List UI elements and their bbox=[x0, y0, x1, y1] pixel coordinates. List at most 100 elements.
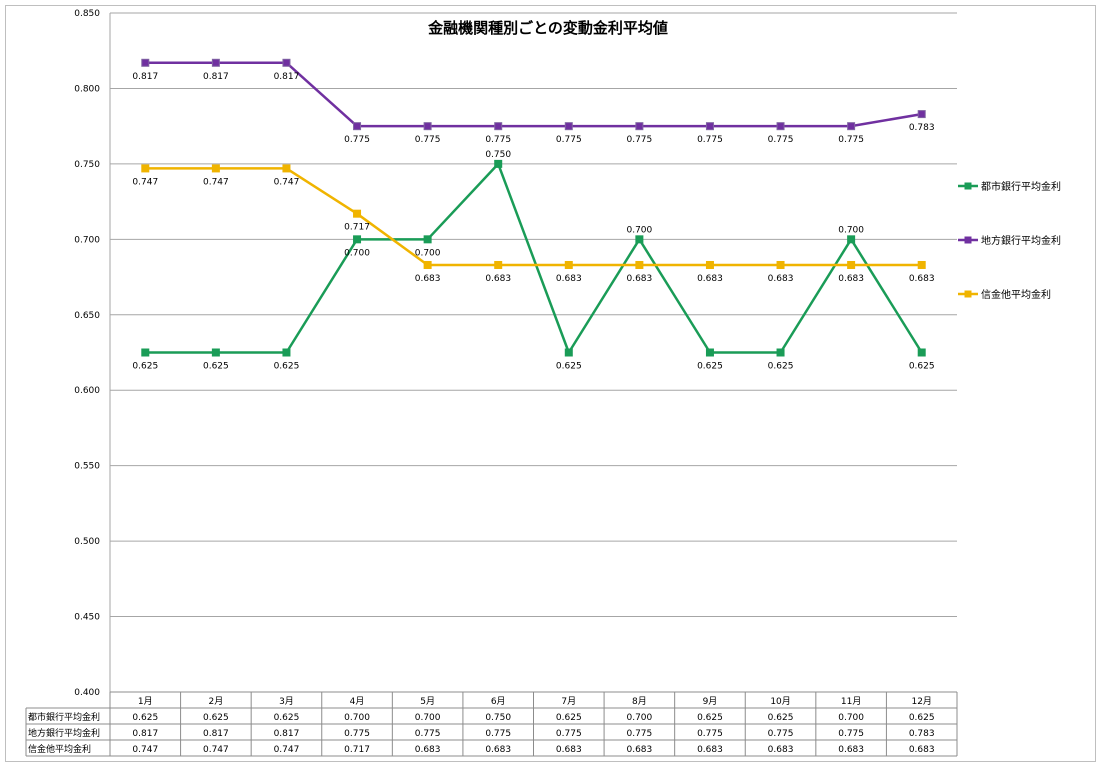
legend-swatch-marker bbox=[964, 290, 972, 298]
data-label: 0.717 bbox=[344, 223, 370, 233]
data-point bbox=[847, 260, 856, 269]
data-label: 0.683 bbox=[909, 274, 935, 284]
data-point bbox=[282, 348, 291, 357]
table-cell: 0.775 bbox=[415, 729, 441, 739]
data-label: 0.625 bbox=[274, 362, 300, 372]
x-tick-label: 9月 bbox=[703, 696, 718, 707]
data-label: 0.750 bbox=[485, 150, 511, 160]
data-label: 0.775 bbox=[485, 135, 511, 145]
series-line bbox=[145, 162, 923, 354]
data-point bbox=[705, 122, 714, 131]
table-cell: 0.625 bbox=[132, 713, 158, 723]
table-cell: 0.817 bbox=[274, 729, 300, 739]
data-label: 0.625 bbox=[556, 362, 582, 372]
data-point bbox=[635, 122, 644, 131]
data-point bbox=[917, 348, 926, 357]
table-cell: 0.625 bbox=[768, 713, 794, 723]
legend-label: 信金他平均金利 bbox=[981, 288, 1051, 301]
data-point bbox=[564, 348, 573, 357]
data-point bbox=[423, 235, 432, 244]
y-tick-label: 0.550 bbox=[74, 462, 100, 472]
data-point bbox=[353, 122, 362, 131]
table-row-header: 地方銀行平均金利 bbox=[28, 727, 100, 739]
data-label: 0.817 bbox=[203, 72, 229, 82]
table-cell: 0.750 bbox=[485, 713, 511, 723]
x-tick-label: 1月 bbox=[138, 696, 153, 707]
y-tick-label: 0.850 bbox=[74, 9, 100, 19]
table-cell: 0.775 bbox=[697, 729, 723, 739]
data-label: 0.700 bbox=[838, 225, 864, 235]
y-tick-label: 0.650 bbox=[74, 311, 100, 321]
data-point bbox=[282, 164, 291, 173]
table-cell: 0.683 bbox=[485, 745, 511, 755]
data-point bbox=[494, 122, 503, 131]
data-point bbox=[141, 164, 150, 173]
y-tick-label: 0.500 bbox=[74, 537, 100, 547]
data-point bbox=[847, 122, 856, 131]
data-label: 0.625 bbox=[203, 362, 229, 372]
table-cell: 0.683 bbox=[556, 745, 582, 755]
data-point bbox=[211, 348, 220, 357]
x-tick-label: 10月 bbox=[770, 696, 790, 707]
legend-swatch-marker bbox=[964, 182, 972, 190]
data-point bbox=[635, 260, 644, 269]
table-cell: 0.775 bbox=[485, 729, 511, 739]
y-tick-label: 0.800 bbox=[74, 84, 100, 94]
table-cell: 0.700 bbox=[415, 713, 441, 723]
table-cell: 0.747 bbox=[203, 745, 229, 755]
data-label: 0.700 bbox=[415, 248, 441, 258]
table-cell: 0.700 bbox=[344, 713, 370, 723]
legend-label: 地方銀行平均金利 bbox=[981, 234, 1061, 247]
table-cell: 0.817 bbox=[132, 729, 158, 739]
table-cell: 0.775 bbox=[838, 729, 864, 739]
data-point bbox=[211, 164, 220, 173]
table-cell: 0.625 bbox=[909, 713, 935, 723]
data-point bbox=[917, 110, 926, 119]
data-point bbox=[635, 235, 644, 244]
table-cell: 0.683 bbox=[626, 745, 652, 755]
table-cell: 0.625 bbox=[274, 713, 300, 723]
table-cell: 0.625 bbox=[697, 713, 723, 723]
data-point bbox=[776, 122, 785, 131]
table-cell: 0.775 bbox=[344, 729, 370, 739]
data-label: 0.747 bbox=[274, 177, 300, 187]
legend-swatch-marker bbox=[964, 236, 972, 244]
table-cell: 0.683 bbox=[697, 745, 723, 755]
legend-label: 都市銀行平均金利 bbox=[981, 180, 1061, 193]
y-tick-label: 0.450 bbox=[74, 613, 100, 623]
data-label: 0.775 bbox=[768, 135, 794, 145]
data-label: 0.775 bbox=[556, 135, 582, 145]
data-label: 0.775 bbox=[697, 135, 723, 145]
data-point bbox=[141, 58, 150, 67]
data-label: 0.817 bbox=[132, 72, 158, 82]
data-label: 0.700 bbox=[344, 248, 370, 258]
table-cell: 0.717 bbox=[344, 745, 370, 755]
x-tick-label: 3月 bbox=[279, 696, 294, 707]
data-point bbox=[776, 260, 785, 269]
data-label: 0.775 bbox=[344, 135, 370, 145]
data-point bbox=[282, 58, 291, 67]
series-line bbox=[145, 167, 922, 267]
x-tick-label: 6月 bbox=[491, 696, 506, 707]
table-cell: 0.625 bbox=[556, 713, 582, 723]
data-label: 0.783 bbox=[909, 123, 935, 133]
y-tick-label: 0.600 bbox=[74, 386, 100, 396]
data-point bbox=[564, 260, 573, 269]
data-point bbox=[847, 235, 856, 244]
data-point bbox=[211, 58, 220, 67]
x-tick-label: 4月 bbox=[350, 696, 365, 707]
x-tick-label: 2月 bbox=[209, 696, 224, 707]
table-cell: 0.775 bbox=[768, 729, 794, 739]
data-label: 0.775 bbox=[838, 135, 864, 145]
table-cell: 0.683 bbox=[838, 745, 864, 755]
table-cell: 0.747 bbox=[274, 745, 300, 755]
x-tick-label: 11月 bbox=[841, 696, 861, 707]
table-row-header: 都市銀行平均金利 bbox=[28, 711, 100, 723]
table-cell: 0.775 bbox=[626, 729, 652, 739]
data-point bbox=[423, 122, 432, 131]
data-label: 0.683 bbox=[415, 274, 441, 284]
data-point bbox=[705, 348, 714, 357]
data-point bbox=[705, 260, 714, 269]
data-point bbox=[423, 260, 432, 269]
chart-title: 金融機関種別ごとの変動金利平均値 bbox=[427, 19, 668, 37]
